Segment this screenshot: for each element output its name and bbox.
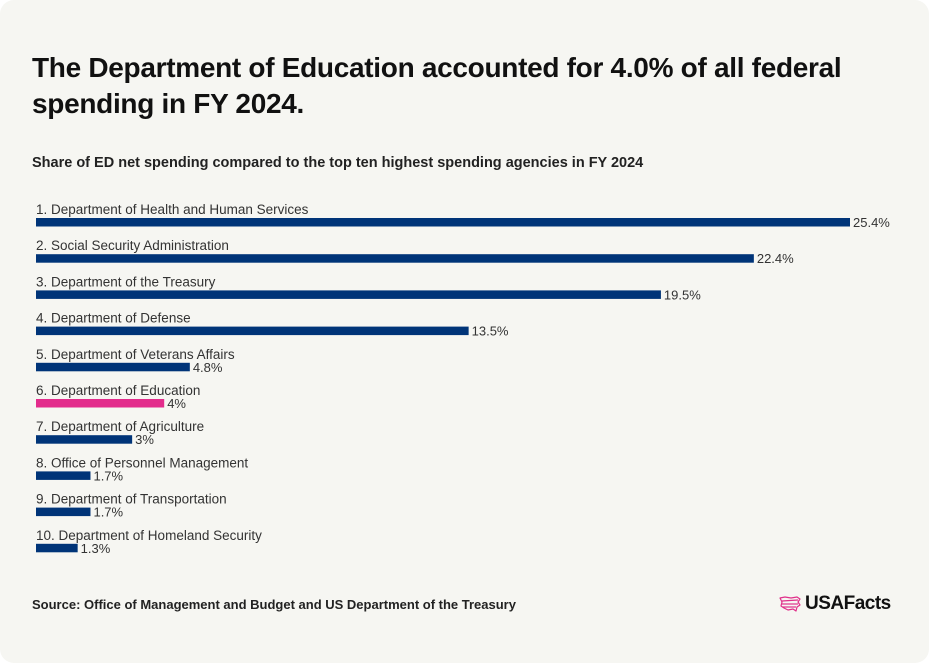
bar xyxy=(36,254,754,263)
category-label: 8. Office of Personnel Management xyxy=(36,455,248,470)
value-label: 1.7% xyxy=(93,468,123,483)
bar xyxy=(36,471,91,480)
value-label: 4% xyxy=(167,396,186,411)
value-label: 25.4% xyxy=(853,215,890,230)
bar xyxy=(36,507,91,517)
bar-row: 2. Social Security Administration 22.4% xyxy=(36,238,794,266)
value-label: 1.7% xyxy=(93,505,123,520)
bar xyxy=(36,290,661,299)
usafacts-logo: USAFacts xyxy=(779,593,891,615)
category-label: 9. Department of Transportation xyxy=(36,492,227,507)
bar-row: 1. Department of Health and Human Servic… xyxy=(36,202,890,230)
category-label: 2. Social Security Administration xyxy=(36,238,229,253)
bar-row: 4. Department of Defense 13.5% xyxy=(36,311,509,339)
category-label: 10. Department of Homeland Security xyxy=(36,528,262,543)
category-label: 4. Department of Defense xyxy=(36,311,191,326)
chart-title: The Department of Education accounted fo… xyxy=(32,52,842,119)
bar xyxy=(36,218,850,227)
category-label: 1. Department of Health and Human Servic… xyxy=(36,202,309,217)
bar xyxy=(36,435,133,444)
bar-highlighted xyxy=(36,399,165,408)
category-label: 7. Department of Agriculture xyxy=(36,419,204,434)
bar-row: 3. Department of the Treasury 19.5% xyxy=(36,274,701,302)
value-label: 13.5% xyxy=(472,324,509,339)
bar xyxy=(36,543,78,553)
source-note: Source: Office of Management and Budget … xyxy=(32,597,516,612)
logo-text: USAFacts xyxy=(805,593,891,614)
value-label: 3% xyxy=(135,432,154,447)
value-label: 4.8% xyxy=(193,360,223,375)
chart-subtitle: Share of ED net spending compared to the… xyxy=(32,155,644,171)
value-label: 22.4% xyxy=(757,251,794,266)
value-label: 1.3% xyxy=(81,541,111,556)
bar xyxy=(36,326,469,336)
usa-map-flag-icon xyxy=(779,596,801,612)
bar xyxy=(36,362,190,372)
value-label: 19.5% xyxy=(664,287,701,302)
category-label: 6. Department of Education xyxy=(36,383,200,398)
category-label: 5. Department of Veterans Affairs xyxy=(36,347,235,362)
category-label: 3. Department of the Treasury xyxy=(36,274,216,289)
bar-chart: 1. Department of Health and Human Servic… xyxy=(36,202,890,556)
